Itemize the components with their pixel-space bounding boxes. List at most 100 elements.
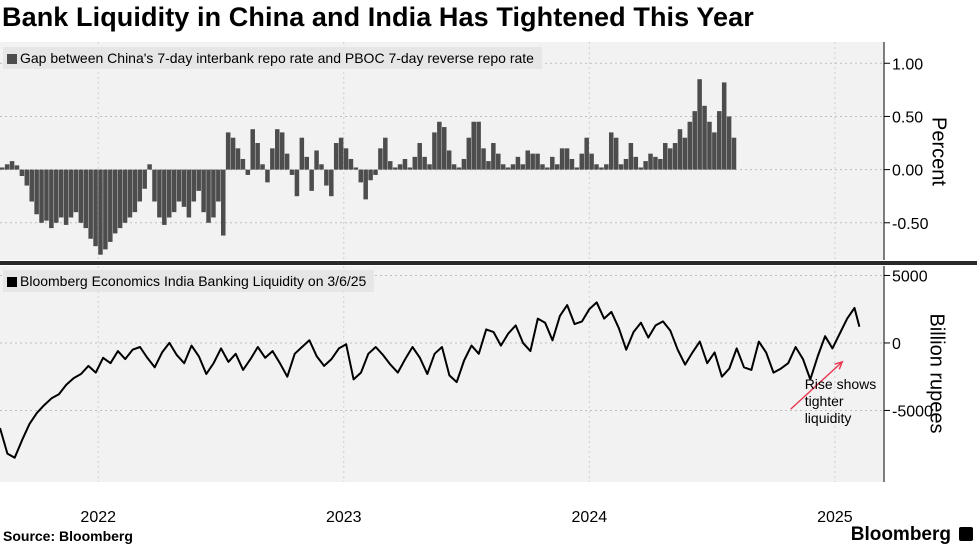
bar-china — [4, 164, 10, 170]
bar-china — [235, 148, 241, 170]
bar-china — [692, 111, 697, 170]
bar-china — [402, 158, 408, 170]
bar-china — [579, 153, 585, 170]
bar-china — [658, 158, 663, 170]
bar-china — [687, 121, 693, 170]
bar-china — [653, 156, 658, 170]
bar-china — [19, 169, 25, 176]
bar-china — [466, 137, 472, 170]
x-tick-label-2023: 2023 — [326, 509, 362, 526]
bar-china — [530, 153, 535, 170]
bar-china — [604, 164, 609, 170]
x-tick-label-2022: 2022 — [80, 509, 116, 526]
bar-china — [702, 105, 707, 170]
bar-china — [152, 169, 157, 202]
chart-title: Bank Liquidity in China and India Has Ti… — [2, 2, 754, 32]
bar-china — [294, 169, 300, 197]
bar-china — [520, 164, 526, 170]
bar-china — [648, 153, 653, 170]
bar-china — [34, 169, 39, 215]
bar-china — [225, 132, 231, 170]
bar-china — [363, 169, 368, 200]
bar-china — [618, 164, 624, 170]
bar-china — [63, 169, 69, 225]
bar-china — [108, 169, 113, 242]
bar-china — [712, 132, 717, 170]
bar-china — [613, 137, 619, 170]
bar-china — [407, 167, 413, 170]
bar-china — [368, 169, 373, 181]
bar-china — [270, 148, 275, 170]
bar-china — [461, 158, 467, 170]
bar-china — [446, 150, 452, 170]
bar-china — [623, 158, 629, 170]
legend-india-swatch — [7, 277, 17, 287]
bar-china — [162, 169, 167, 225]
bar-china — [550, 156, 555, 170]
bar-china — [250, 129, 255, 170]
bar-china — [289, 169, 295, 175]
bar-china — [93, 169, 98, 247]
bar-china — [299, 137, 305, 170]
legend-india: Bloomberg Economics India Banking Liquid… — [3, 270, 375, 292]
bar-china — [731, 137, 737, 170]
bar-china — [574, 167, 580, 170]
bar-china — [682, 137, 688, 170]
bar-china — [387, 161, 393, 170]
bar-china — [545, 167, 550, 170]
bar-china — [9, 161, 15, 170]
annotation-text-line-0: Rise shows — [805, 376, 877, 392]
bar-china — [73, 169, 79, 213]
bar-china — [284, 153, 290, 170]
bar-china — [29, 169, 34, 202]
bar-china — [456, 167, 462, 170]
x-tick-label-2024: 2024 — [572, 509, 608, 526]
bar-china — [166, 169, 172, 218]
bar-china — [171, 169, 177, 213]
y-tick-label-china-0: 1.00 — [892, 56, 923, 73]
bar-china — [378, 148, 383, 170]
bar-china — [633, 156, 639, 170]
bar-china — [397, 164, 403, 170]
bar-china — [191, 169, 197, 202]
bar-china — [432, 132, 437, 170]
bar-china — [14, 165, 20, 170]
legend-china-swatch — [7, 54, 17, 64]
bar-china — [599, 167, 604, 170]
bar-china — [422, 156, 427, 170]
bar-china — [88, 169, 93, 239]
bar-china — [343, 148, 349, 170]
y-axis-label-billion-rupees: Billion rupees — [925, 313, 948, 434]
bar-china — [240, 158, 246, 170]
bar-china — [491, 143, 496, 170]
bar-china — [412, 156, 418, 170]
bar-china — [132, 169, 138, 213]
bar-china — [260, 164, 265, 170]
bar-china — [68, 169, 74, 218]
bar-china — [486, 161, 491, 170]
legend-china: Gap between China's 7-day interbank repo… — [3, 47, 542, 69]
annotation-text-line-1: tighter — [805, 393, 844, 409]
bar-china — [117, 169, 123, 229]
bar-china — [554, 164, 560, 170]
bar-china — [314, 150, 319, 170]
bar-china — [186, 169, 192, 218]
bar-china — [324, 169, 329, 186]
bar-china — [309, 169, 314, 191]
bar-china — [230, 137, 236, 170]
panel-india-background — [0, 266, 884, 482]
bar-china — [569, 158, 575, 170]
bar-china — [78, 169, 84, 223]
bar-china — [476, 121, 481, 170]
bar-china — [471, 121, 476, 170]
panel-divider — [0, 261, 977, 265]
bar-china — [127, 169, 133, 218]
bar-china — [39, 169, 44, 223]
legend-india-label: Bloomberg Economics India Banking Liquid… — [20, 273, 367, 289]
bar-china — [196, 169, 201, 191]
bar-china — [726, 116, 732, 170]
x-tick-label-2025: 2025 — [817, 509, 853, 526]
line-india-liquidity — [0, 301, 861, 459]
bar-china — [319, 164, 324, 170]
bar-china — [540, 164, 545, 170]
